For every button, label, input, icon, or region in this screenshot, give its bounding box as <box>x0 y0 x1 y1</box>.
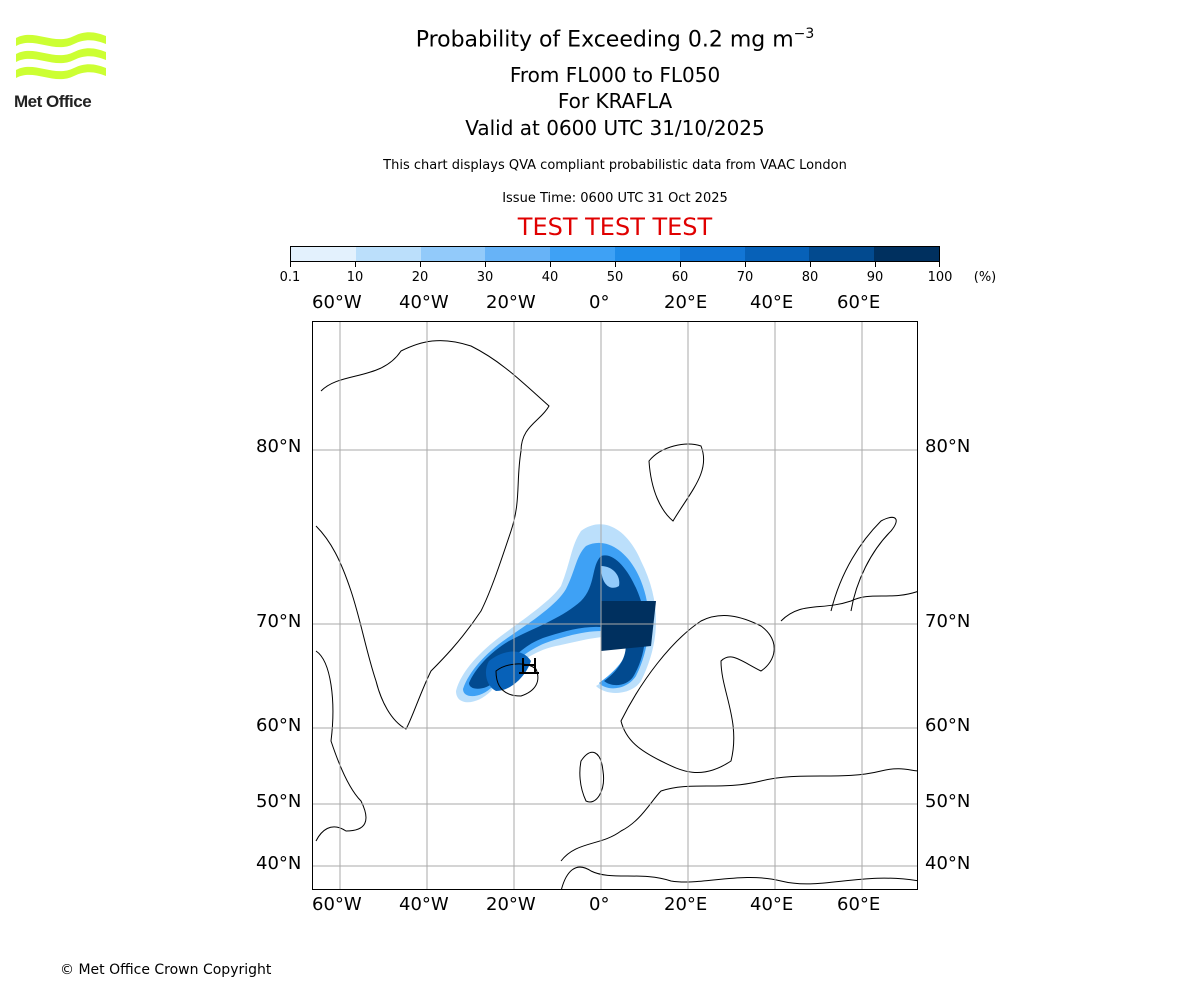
map-panel[interactable] <box>312 321 918 890</box>
colorbar-label: 50 <box>606 270 624 285</box>
lat-label: 40°N <box>256 853 302 874</box>
lon-label: 0° <box>589 894 610 915</box>
map-canvas <box>313 322 917 889</box>
lon-label: 20°E <box>664 894 708 915</box>
lon-label: 40°E <box>750 292 794 313</box>
logo-text: Met Office <box>14 92 92 111</box>
level-range: From FL000 to FL050 <box>509 63 721 87</box>
colorbar-unit: (%) <box>973 270 997 285</box>
lat-label: 50°N <box>256 791 302 812</box>
lon-label: 60°E <box>837 292 881 313</box>
colorbar-label: 10 <box>346 270 364 285</box>
lon-label: 20°W <box>486 894 536 915</box>
colorbar-label: 40 <box>541 270 559 285</box>
chart-description: This chart displays QVA compliant probab… <box>383 158 847 173</box>
colorbar-label: 60 <box>671 270 689 285</box>
colorbar-label: 70 <box>736 270 754 285</box>
lon-label: 60°W <box>312 292 362 313</box>
lon-label: 40°W <box>399 292 449 313</box>
volcano-marker-icon <box>519 658 539 674</box>
colorbar-label: 90 <box>866 270 884 285</box>
chart-title: Probability of Exceeding 0.2 mg m−3 <box>415 26 815 53</box>
valid-time: Valid at 0600 UTC 31/10/2025 <box>465 116 765 140</box>
issue-time: Issue Time: 0600 UTC 31 Oct 2025 <box>502 191 728 206</box>
lon-label: 40°W <box>399 894 449 915</box>
waves-icon <box>16 32 106 80</box>
gridlines <box>313 322 917 889</box>
lat-label: 40°N <box>925 853 971 874</box>
colorbar-label: 30 <box>476 270 494 285</box>
ash-plume <box>456 524 656 703</box>
lat-label: 70°N <box>256 611 302 632</box>
met-office-logo: Met Office <box>14 30 108 112</box>
lon-label: 20°E <box>664 292 708 313</box>
lat-label: 60°N <box>256 715 302 736</box>
volcano-name: For KRAFLA <box>557 89 673 113</box>
colorbar-label: 80 <box>801 270 819 285</box>
lat-label: 80°N <box>256 436 302 457</box>
lat-label: 50°N <box>925 791 971 812</box>
lon-label: 0° <box>589 292 610 313</box>
copyright: © Met Office Crown Copyright <box>60 962 272 978</box>
colorbar-label: 20 <box>411 270 429 285</box>
lon-label: 40°E <box>750 894 794 915</box>
lon-label: 60°E <box>837 894 881 915</box>
test-banner: TEST TEST TEST <box>517 213 713 241</box>
coastlines <box>315 340 917 889</box>
lat-label: 70°N <box>925 611 971 632</box>
lon-label: 20°W <box>486 292 536 313</box>
lat-label: 80°N <box>925 436 971 457</box>
colorbar <box>290 246 940 262</box>
lat-label: 60°N <box>925 715 971 736</box>
colorbar-label: 0.1 <box>279 270 301 285</box>
colorbar-label: 100 <box>927 270 953 285</box>
lon-label: 60°W <box>312 894 362 915</box>
